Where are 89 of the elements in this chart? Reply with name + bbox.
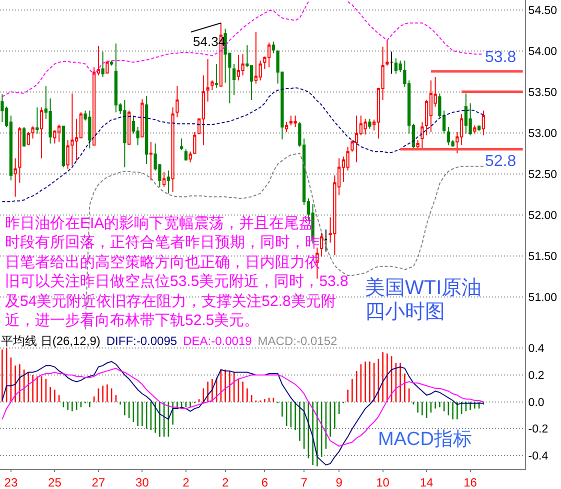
x-tick-label: 30 [136, 475, 150, 489]
annotation: 53.8 [485, 49, 516, 66]
candlestick [202, 74, 206, 146]
candlestick [70, 92, 74, 166]
line-series [2, 368, 484, 447]
line-series [2, 87, 484, 202]
candlestick [166, 170, 170, 194]
candlestick [127, 110, 131, 146]
x-tick-label: 10 [376, 475, 390, 489]
candlestick [482, 110, 486, 136]
y-tick-label: 0.4 [528, 343, 545, 356]
y-tick-label: 0.2 [528, 370, 544, 382]
candlestick [176, 86, 179, 118]
x-tick-label: 2 [222, 475, 229, 489]
candlestick [364, 118, 367, 135]
x-tick-label: 14 [420, 475, 434, 489]
candlestick [40, 106, 44, 159]
x-tick-label: 16 [464, 475, 478, 489]
candlestick [110, 60, 114, 66]
candlestick [254, 31, 258, 84]
candlestick [324, 229, 328, 252]
candlestick [0, 94, 4, 123]
y-tick-label: 51.00 [528, 292, 558, 304]
line-series [2, 361, 484, 466]
x-tick-label: 9 [336, 475, 343, 489]
candlestick [149, 141, 153, 181]
candlestick [429, 80, 433, 132]
candlestick [214, 63, 218, 88]
candlestick [390, 51, 394, 74]
annotation: 52.8 [485, 153, 516, 170]
x-tick-label: 23 [4, 475, 18, 489]
x-tick-label: 27 [92, 475, 106, 489]
y-tick-label: 54.50 [528, 4, 558, 17]
candlestick [162, 172, 166, 188]
candlestick [210, 80, 214, 91]
y-tick-label: 51.50 [528, 250, 558, 263]
candlestick [144, 95, 148, 164]
annotation: MACD指标 [378, 428, 473, 451]
y-tick-label: 52.50 [528, 168, 558, 181]
candlestick [180, 138, 184, 151]
x-tick-label: 2 [182, 475, 190, 489]
candlestick [57, 124, 61, 142]
chart-title: 平均线 日(26,12,9) [1, 334, 100, 348]
candlestick [272, 41, 276, 54]
candlestick [289, 115, 293, 126]
candlestick [114, 42, 118, 113]
candlestick [62, 126, 66, 168]
y-tick-label: 53.00 [528, 128, 558, 140]
candlestick [236, 54, 240, 81]
candlestick [184, 148, 188, 162]
y-tick-label: -0.2 [528, 424, 548, 436]
x-tick-label: 7 [300, 475, 308, 489]
candlestick [140, 98, 144, 138]
annotation: 美国WTI原油四小时图 [365, 276, 483, 324]
candlestick [294, 115, 297, 128]
series-label: DIFF:-0.0095 [106, 334, 178, 348]
x-tick-label: 25 [48, 475, 62, 489]
candlestick [18, 126, 22, 184]
candlestick [267, 42, 271, 68]
text: MACD:-0.0152 [258, 334, 338, 348]
candlestick [473, 124, 476, 134]
candlestick [14, 158, 17, 198]
y-tick-label: 53.50 [528, 86, 558, 99]
y-tick-label: 54.00 [528, 46, 558, 58]
x-tick-label: 6 [261, 475, 268, 489]
candlestick [416, 140, 420, 151]
candlestick [284, 122, 288, 132]
y-tick-label: 52.00 [528, 210, 558, 222]
candlestick [464, 92, 468, 134]
candlestick [101, 51, 104, 78]
candlestick [477, 124, 481, 132]
candlestick [320, 232, 324, 258]
candlestick [420, 122, 424, 149]
candlestick [206, 58, 210, 102]
y-tick-label: -0.4 [528, 450, 549, 463]
candlestick [36, 106, 39, 134]
candlestick [66, 140, 70, 170]
candlestick [171, 106, 174, 192]
candlestick [354, 115, 358, 163]
candlestick [398, 60, 402, 73]
candlestick [446, 126, 450, 146]
candlestick [368, 118, 372, 130]
candlestick [386, 40, 389, 66]
candlestick [394, 58, 398, 74]
y-tick-label: 0.0 [528, 396, 544, 409]
candlestick [232, 63, 236, 96]
candlestick [106, 60, 109, 74]
text: DEA:-0.0019 [183, 334, 252, 348]
candlestick [22, 126, 26, 148]
